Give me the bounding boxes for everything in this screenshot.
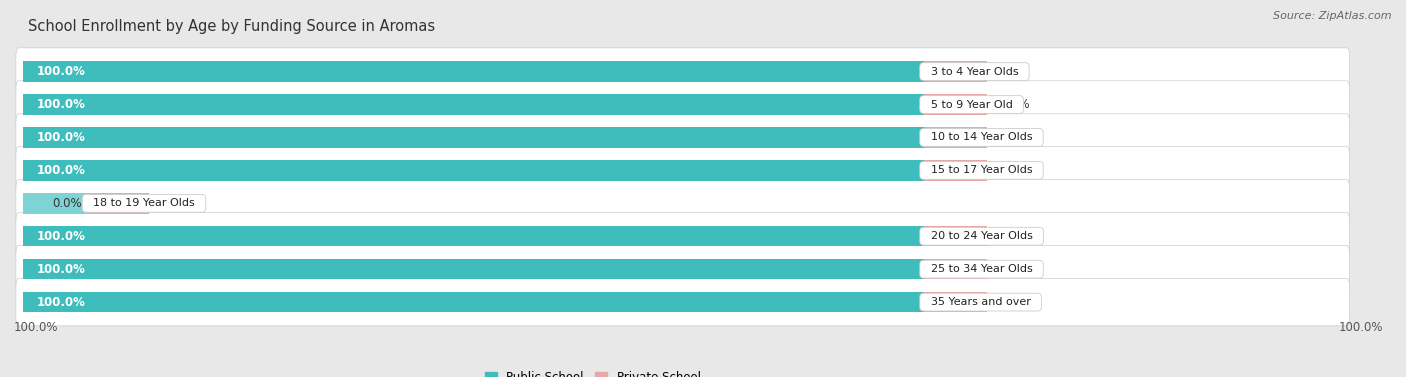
Text: 5 to 9 Year Old: 5 to 9 Year Old bbox=[924, 100, 1019, 110]
Text: 0.0%: 0.0% bbox=[1000, 131, 1029, 144]
Text: 0.0%: 0.0% bbox=[1000, 98, 1029, 111]
Text: School Enrollment by Age by Funding Source in Aromas: School Enrollment by Age by Funding Sour… bbox=[28, 19, 436, 34]
Bar bbox=[22, 193, 86, 213]
Bar bbox=[22, 226, 924, 247]
FancyBboxPatch shape bbox=[15, 179, 1350, 227]
Text: 15 to 17 Year Olds: 15 to 17 Year Olds bbox=[924, 166, 1039, 175]
Text: 100.0%: 100.0% bbox=[14, 321, 59, 334]
Text: 0.0%: 0.0% bbox=[52, 197, 82, 210]
Text: 100.0%: 100.0% bbox=[37, 164, 86, 177]
Text: 0.0%: 0.0% bbox=[1000, 230, 1029, 243]
FancyBboxPatch shape bbox=[15, 48, 1350, 95]
Text: 100.0%: 100.0% bbox=[37, 230, 86, 243]
FancyBboxPatch shape bbox=[15, 147, 1350, 194]
Text: 100.0%: 100.0% bbox=[1339, 321, 1384, 334]
Text: 10 to 14 Year Olds: 10 to 14 Year Olds bbox=[924, 132, 1039, 143]
Bar bbox=[86, 193, 149, 213]
Text: 100.0%: 100.0% bbox=[37, 98, 86, 111]
Text: 18 to 19 Year Olds: 18 to 19 Year Olds bbox=[86, 198, 202, 208]
Bar bbox=[924, 160, 987, 181]
Bar bbox=[22, 127, 924, 148]
Bar bbox=[924, 127, 987, 148]
Bar bbox=[22, 292, 924, 312]
Bar bbox=[22, 61, 924, 82]
Text: 35 Years and over: 35 Years and over bbox=[924, 297, 1038, 307]
Text: 100.0%: 100.0% bbox=[37, 131, 86, 144]
Text: 100.0%: 100.0% bbox=[37, 263, 86, 276]
Bar bbox=[22, 94, 924, 115]
Text: 100.0%: 100.0% bbox=[37, 65, 86, 78]
Text: 0.0%: 0.0% bbox=[1000, 65, 1029, 78]
Bar bbox=[924, 226, 987, 247]
Text: 20 to 24 Year Olds: 20 to 24 Year Olds bbox=[924, 231, 1039, 241]
FancyBboxPatch shape bbox=[15, 81, 1350, 128]
Legend: Public School, Private School: Public School, Private School bbox=[479, 366, 706, 377]
Text: 0.0%: 0.0% bbox=[1000, 263, 1029, 276]
FancyBboxPatch shape bbox=[15, 245, 1350, 293]
Text: 25 to 34 Year Olds: 25 to 34 Year Olds bbox=[924, 264, 1039, 274]
Bar bbox=[22, 160, 924, 181]
Text: 100.0%: 100.0% bbox=[37, 296, 86, 309]
Bar bbox=[924, 61, 987, 82]
FancyBboxPatch shape bbox=[15, 213, 1350, 260]
Bar bbox=[924, 94, 987, 115]
Bar bbox=[924, 292, 987, 312]
Text: 0.0%: 0.0% bbox=[163, 197, 193, 210]
Bar bbox=[22, 259, 924, 279]
Bar bbox=[924, 259, 987, 279]
Text: 0.0%: 0.0% bbox=[1000, 296, 1029, 309]
FancyBboxPatch shape bbox=[15, 278, 1350, 326]
FancyBboxPatch shape bbox=[15, 114, 1350, 161]
Text: 3 to 4 Year Olds: 3 to 4 Year Olds bbox=[924, 67, 1025, 77]
Text: Source: ZipAtlas.com: Source: ZipAtlas.com bbox=[1274, 11, 1392, 21]
Text: 0.0%: 0.0% bbox=[1000, 164, 1029, 177]
